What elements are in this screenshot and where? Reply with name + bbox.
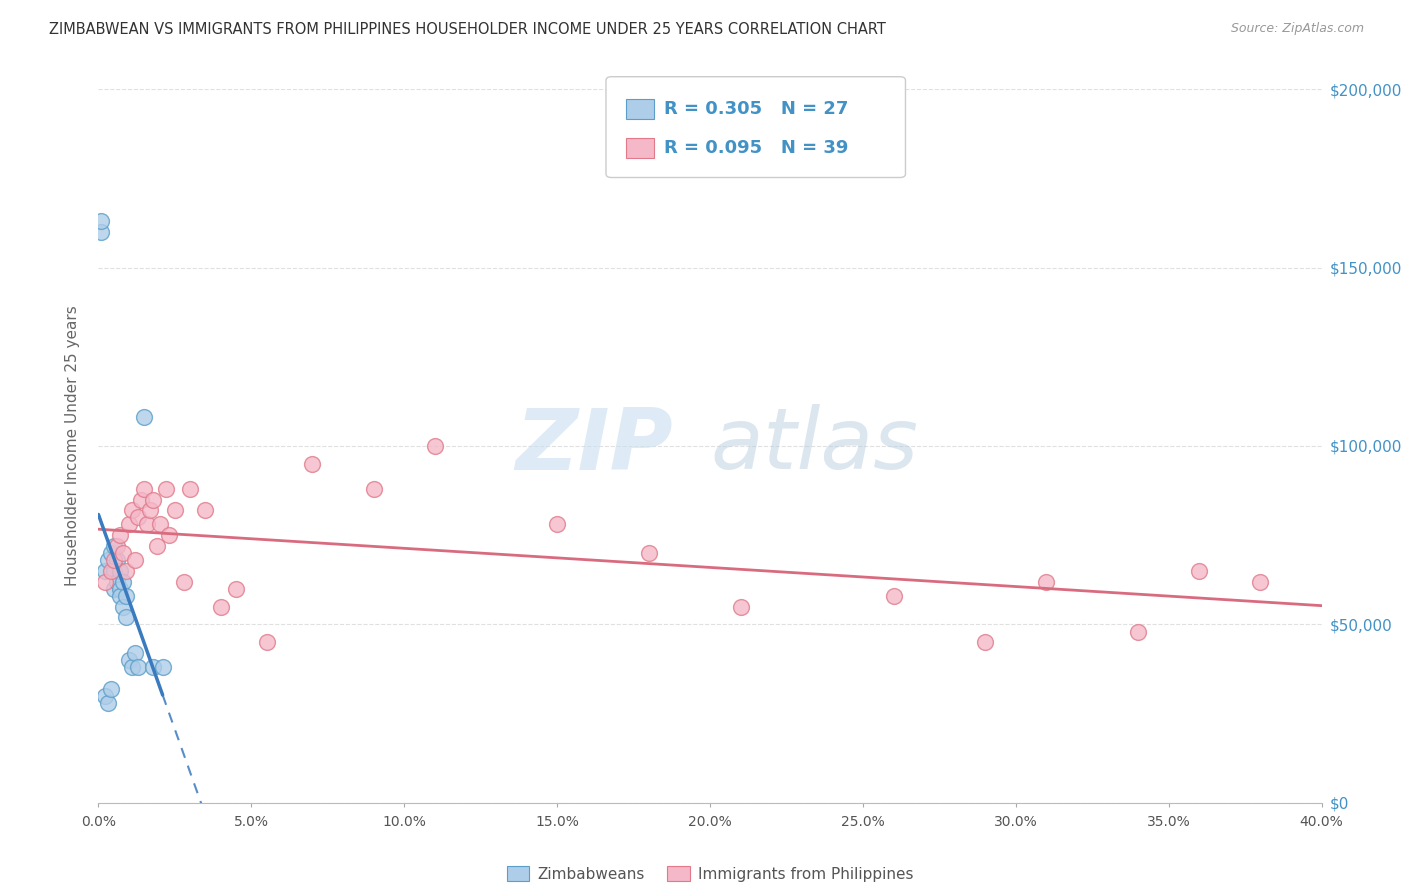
Point (152, 660, 174, 674)
Point (118, 517, 141, 532)
Point (149, 517, 172, 532)
Point (121, 660, 143, 674)
Point (115, 589, 138, 603)
Text: ZIMBABWEAN VS IMMIGRANTS FROM PHILIPPINES HOUSEHOLDER INCOME UNDER 25 YEARS CORR: ZIMBABWEAN VS IMMIGRANTS FROM PHILIPPINE… (49, 22, 886, 37)
Point (105, 553, 128, 567)
Point (163, 503, 186, 517)
Point (194, 503, 217, 517)
Point (179, 482, 201, 496)
Point (363, 482, 385, 496)
Point (108, 582, 131, 596)
Point (108, 528, 131, 542)
Point (93, 574, 115, 589)
Point (155, 482, 177, 496)
Point (115, 564, 138, 578)
Point (883, 589, 905, 603)
Point (142, 492, 165, 507)
Point (1249, 574, 1271, 589)
Point (145, 539, 167, 553)
Point (93, 564, 115, 578)
Point (142, 660, 165, 674)
Point (134, 410, 156, 425)
Point (157, 528, 180, 542)
Point (136, 517, 159, 532)
Point (97, 553, 120, 567)
Point (103, 582, 125, 596)
Point (129, 492, 152, 507)
Point (111, 574, 134, 589)
Point (93, 689, 115, 703)
Point (256, 635, 278, 649)
Point (108, 589, 131, 603)
Text: R = 0.305   N = 27: R = 0.305 N = 27 (664, 100, 848, 118)
Point (139, 503, 162, 517)
Point (1128, 624, 1150, 639)
Point (209, 599, 232, 614)
Text: ZIP: ZIP (516, 404, 673, 488)
Point (118, 653, 141, 667)
Point (111, 546, 134, 560)
Point (103, 553, 125, 567)
Point (301, 457, 323, 471)
Point (127, 660, 149, 674)
Point (105, 574, 128, 589)
Point (127, 510, 149, 524)
Point (134, 482, 156, 496)
Point (124, 553, 146, 567)
Point (111, 599, 134, 614)
Point (974, 635, 997, 649)
Point (225, 582, 247, 596)
Point (108, 564, 131, 578)
Text: atlas: atlas (710, 404, 918, 488)
Text: Source: ZipAtlas.com: Source: ZipAtlas.com (1230, 22, 1364, 36)
Point (90, 225, 112, 239)
Point (1035, 574, 1057, 589)
Point (97, 696, 120, 710)
Point (100, 564, 122, 578)
Point (103, 539, 125, 553)
Point (105, 539, 128, 553)
Point (637, 546, 661, 560)
Point (100, 681, 122, 696)
Text: R = 0.095   N = 39: R = 0.095 N = 39 (664, 139, 848, 157)
Point (173, 574, 195, 589)
Legend: Zimbabweans, Immigrants from Philippines: Zimbabweans, Immigrants from Philippines (501, 860, 920, 888)
Y-axis label: Householder Income Under 25 years: Householder Income Under 25 years (65, 306, 80, 586)
Point (90, 214, 112, 228)
Point (121, 503, 143, 517)
Point (115, 610, 138, 624)
Point (1188, 564, 1211, 578)
Point (124, 646, 146, 660)
Point (423, 439, 446, 453)
Point (730, 599, 752, 614)
Point (100, 546, 122, 560)
Point (103, 564, 125, 578)
Point (546, 517, 568, 532)
